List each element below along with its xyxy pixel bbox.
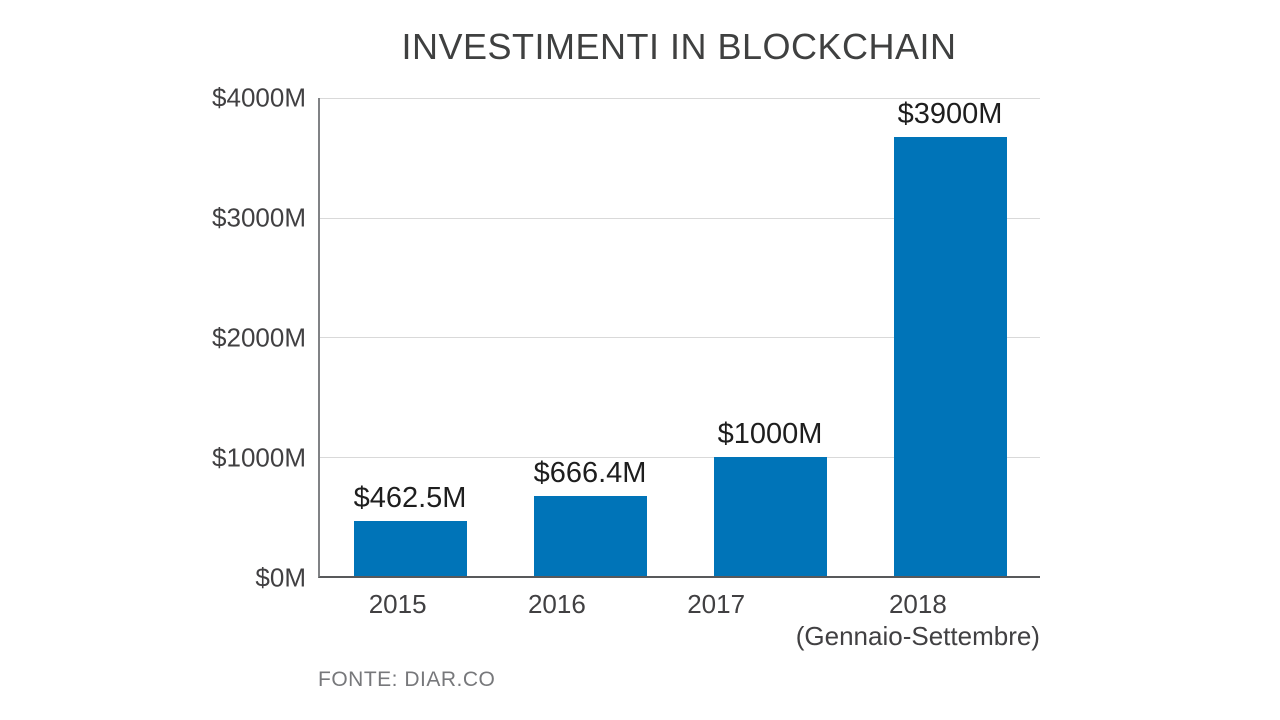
gridline-2000 [320,337,1040,338]
x-tick-2018: 2018 (Gennaio-Settembre) [796,588,1040,652]
bar-2015 [353,520,467,576]
x-tick-2015: 2015 [318,588,477,652]
gridline-3000 [320,217,1040,219]
bar-group-2016: $666.4M [500,98,680,576]
x-tick-2017: 2017 [637,588,796,652]
bar-group-2017: $1000M [680,98,860,576]
bar-2017 [713,456,827,576]
x-tick-label-2015: 2015 [368,589,427,619]
bar-value-label-2016: $666.4M [533,457,647,490]
x-tick-2016: 2016 [477,588,636,652]
chart-title: INVESTIMENTI IN BLOCKCHAIN [401,26,957,67]
y-tick-label-2000: $2000M [212,322,306,353]
x-axis: 2015 2016 2017 2018 (Gennaio-Settembre) [318,588,1040,652]
x-tick-label-2017: 2017 [687,589,746,619]
bar-2016 [533,496,647,576]
gridline-1000 [320,456,1040,458]
plot-area: $462.5M $666.4M $1000M $3900M [318,98,1040,578]
bar-value-label-2015: $462.5M [353,481,467,514]
y-tick-label-0: $0M [255,562,306,593]
bar-2018 [893,137,1007,576]
x-tick-label-2016: 2016 [527,589,586,619]
x-tick-label-2018: 2018 [888,589,947,619]
y-tick-label-3000: $3000M [212,202,306,233]
y-axis: $4000M $3000M $2000M $1000M $0M [0,83,306,593]
y-tick-label-4000: $4000M [212,82,306,113]
source-note: FONTE: DIAR.CO [318,668,496,691]
y-tick-label-1000: $1000M [212,442,306,473]
bar-group-2015: $462.5M [320,98,500,576]
bar-value-label-2018: $3900M [897,98,1003,130]
x-tick-sublabel-2018: (Gennaio-Settembre) [795,621,1040,651]
bar-group-2018: $3900M [860,98,1040,576]
bar-series: $462.5M $666.4M $1000M $3900M [320,98,1040,576]
gridline-4000 [320,98,1040,99]
bar-value-label-2017: $1000M [717,417,823,450]
